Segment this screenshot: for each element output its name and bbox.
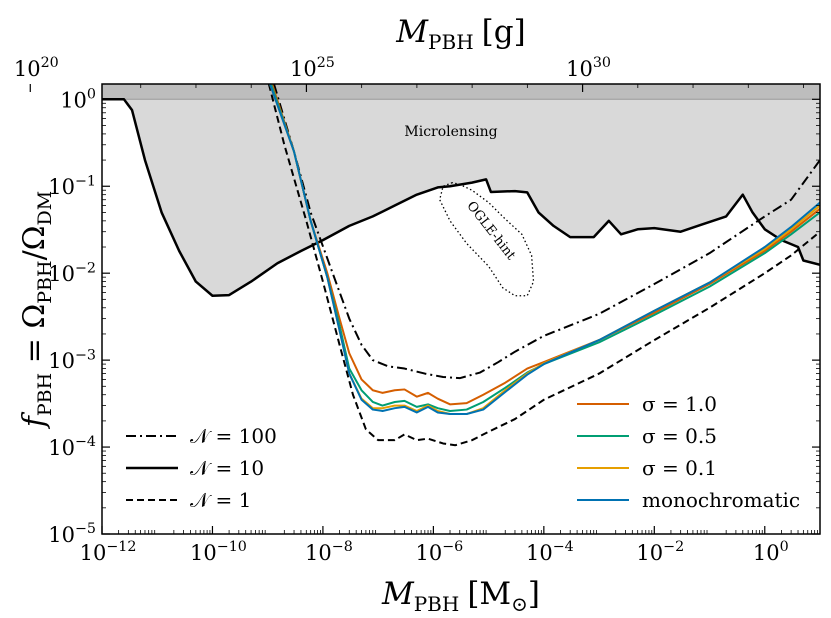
plot-frame bbox=[101, 83, 821, 535]
series-line-100 bbox=[273, 84, 820, 380]
legend-label-100: 𝒩 = 100 bbox=[190, 424, 277, 448]
legend-label-monochromatic: monochromatic bbox=[642, 488, 800, 512]
axes-layer bbox=[29, 83, 821, 535]
x-tick-label: 10−10 bbox=[190, 539, 247, 565]
x2-tick-label: 1030 bbox=[566, 55, 611, 81]
series-line-1-0 bbox=[271, 84, 820, 406]
legend-label-0-1: σ = 0.1 bbox=[642, 456, 717, 480]
y-axis-label: fPBH = ΩPBH/ΩDM bbox=[17, 191, 56, 430]
microlensing-excluded-region bbox=[102, 84, 820, 296]
x-axis-label: MPBH [M⊙] bbox=[381, 576, 540, 616]
legend-label-0-5: σ = 0.5 bbox=[642, 424, 717, 448]
x-tick-label: 10−12 bbox=[80, 539, 137, 565]
plot-layer bbox=[102, 84, 820, 447]
series-line-1 bbox=[267, 84, 820, 447]
unphysical-band bbox=[102, 84, 820, 100]
ogle-hint-label: OGLE-hint bbox=[463, 199, 518, 264]
legend-label-1: 𝒩 = 1 bbox=[190, 488, 251, 512]
microlensing-label: Microlensing bbox=[404, 124, 497, 140]
y-tick-label: 10−2 bbox=[48, 260, 96, 286]
x-tick-label: 10−4 bbox=[526, 539, 574, 565]
y-tick-label: 10−4 bbox=[48, 434, 96, 460]
x-tick-label: 10−8 bbox=[305, 539, 353, 565]
series-line-0-5 bbox=[270, 84, 820, 412]
series-line-10 bbox=[102, 98, 820, 298]
y-tick-label: 100 bbox=[60, 86, 96, 112]
legend-label-1-0: σ = 1.0 bbox=[642, 392, 717, 416]
x-tick-label: 100 bbox=[753, 539, 789, 565]
y-tick-label: 10−1 bbox=[48, 173, 96, 199]
legend-label-10: 𝒩 = 10 bbox=[190, 456, 264, 480]
series-line-monochromatic bbox=[269, 84, 820, 416]
x-tick-label: 10−2 bbox=[636, 539, 684, 565]
x2-tick-label: 1025 bbox=[290, 55, 335, 81]
y-tick-label: 10−5 bbox=[48, 521, 96, 547]
x-tick-label: 10−6 bbox=[416, 539, 464, 565]
y-tick-label: 10−3 bbox=[48, 347, 96, 373]
x2-tick-label: 1020 bbox=[14, 55, 59, 81]
ogle-hint-outline bbox=[438, 181, 535, 297]
x2-axis-label: MPBH [g] bbox=[395, 14, 525, 54]
